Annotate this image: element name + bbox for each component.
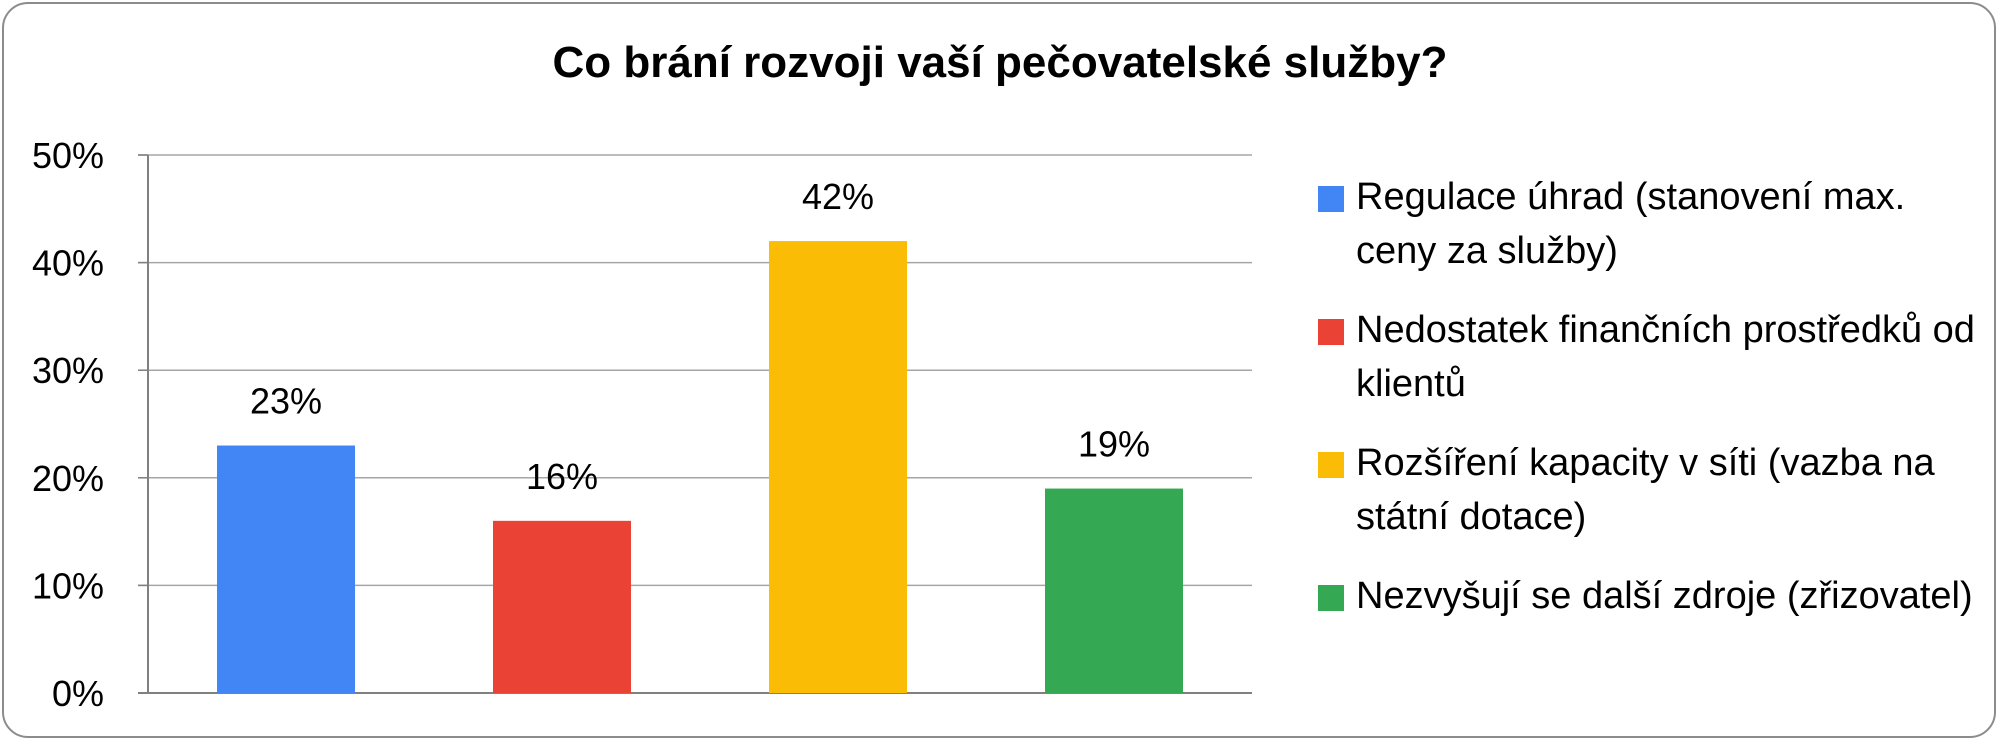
data-label: 42% — [802, 176, 874, 217]
legend-item: Nedostatek finančních prostředků od klie… — [1318, 303, 1978, 436]
bars — [217, 241, 1183, 693]
legend-item: Nezvyšují se další zdroje (zřizovatel) — [1318, 569, 1978, 702]
legend-swatch — [1318, 186, 1344, 212]
y-tick-label: 50% — [32, 135, 104, 176]
legend-item: Rozšíření kapacity v síti (vazba na stát… — [1318, 436, 1978, 569]
bar — [493, 520, 631, 693]
chart-title: Co brání rozvoji vaší pečovatelské služb… — [552, 38, 1448, 87]
legend: Regulace úhrad (stanovení max. ceny za s… — [1318, 170, 1978, 702]
y-tick-label: 0% — [52, 673, 104, 714]
bar — [1045, 488, 1183, 693]
legend-swatch — [1318, 319, 1344, 345]
y-tick-label: 40% — [32, 243, 104, 284]
y-axis-tick-labels: 0% 10% 20% 30% 40% 50% — [32, 135, 104, 714]
legend-label: Nedostatek finančních prostředků od klie… — [1356, 309, 1975, 405]
legend-item: Regulace úhrad (stanovení max. ceny za s… — [1318, 170, 1978, 303]
y-tick-label: 30% — [32, 350, 104, 391]
bar — [769, 241, 907, 693]
data-label: 19% — [1078, 424, 1150, 465]
legend-label: Nezvyšují se další zdroje (zřizovatel) — [1356, 575, 1973, 617]
legend-swatch — [1318, 585, 1344, 611]
data-labels: 23% 16% 42% 19% — [250, 176, 1150, 497]
legend-swatch — [1318, 452, 1344, 478]
bar — [217, 445, 355, 693]
y-tick-label: 20% — [32, 458, 104, 499]
data-label: 23% — [250, 381, 322, 422]
data-label: 16% — [526, 456, 598, 497]
y-tick-label: 10% — [32, 565, 104, 606]
legend-label: Rozšíření kapacity v síti (vazba na stát… — [1356, 442, 1935, 538]
legend-label: Regulace úhrad (stanovení max. ceny za s… — [1356, 176, 1906, 272]
